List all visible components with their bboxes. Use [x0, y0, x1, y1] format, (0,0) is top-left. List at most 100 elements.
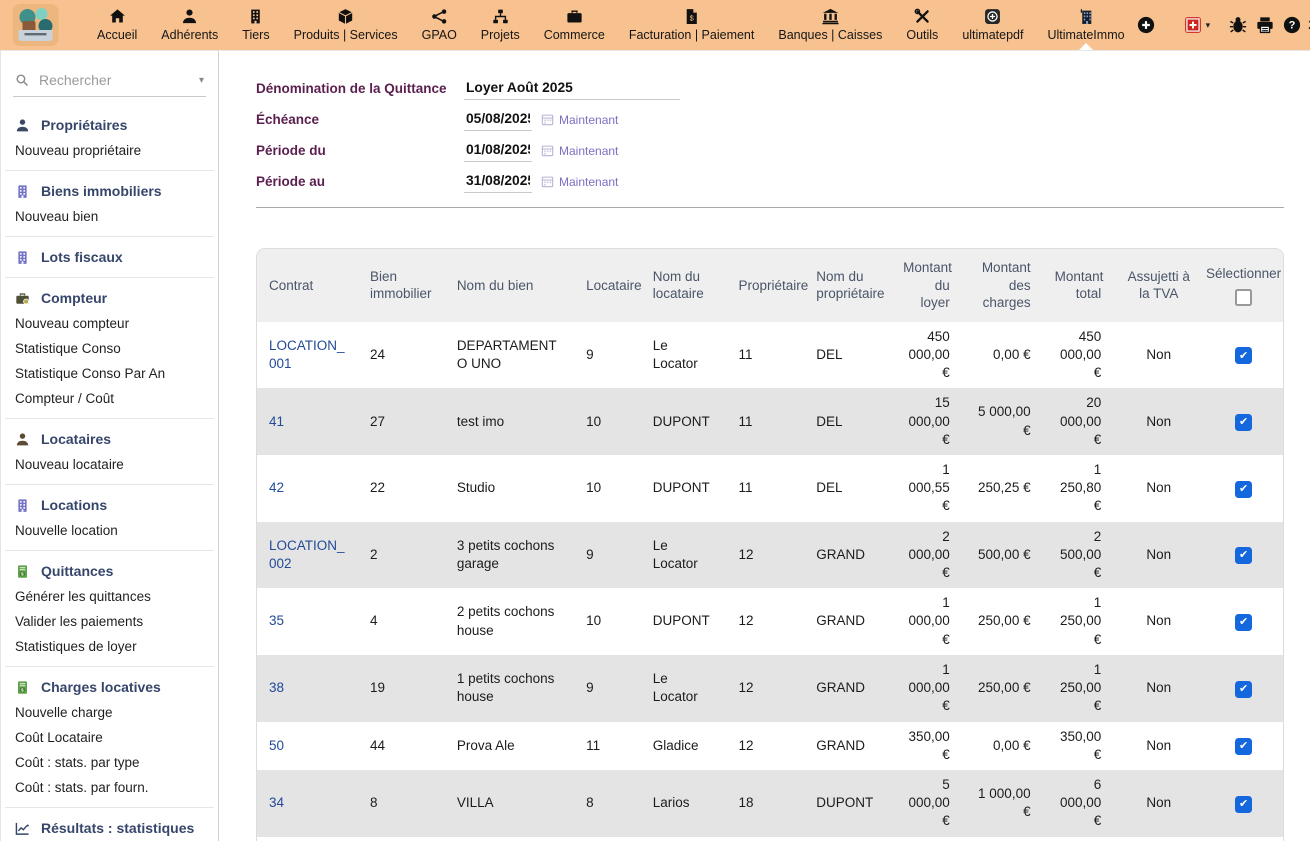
thirdparty-icon — [247, 8, 264, 25]
nav-item-gpao[interactable]: GPAO — [410, 0, 469, 50]
app-logo-icon[interactable] — [12, 4, 59, 46]
quick-add-icon[interactable] — [1184, 16, 1202, 34]
contract-link[interactable]: LOCATION_001 — [257, 322, 358, 389]
cell-montant-total: 2 500,00 € — [1043, 522, 1114, 589]
cell-montant-total: 1 250,80 € — [1043, 455, 1114, 522]
search-input[interactable] — [37, 71, 191, 89]
cell-nom-du-bien: DEPARTAMENTO UNO — [445, 322, 574, 389]
sidebar-item-coût-locataire[interactable]: Coût Locataire — [1, 720, 218, 745]
sidebar-section-résultats-statistiques[interactable]: Résultats : statistiques — [1, 808, 218, 836]
nav-item-ultimatepdf[interactable]: ultimatepdf — [950, 0, 1035, 50]
contract-link[interactable]: 35 — [257, 588, 358, 655]
contract-link[interactable]: 34 — [257, 770, 358, 837]
cell-nom-du-bien: Prova Ale — [445, 722, 574, 770]
nav-item-banques-caisses[interactable]: Banques | Caisses — [766, 0, 894, 50]
sidebar-item-nouvelle-location[interactable]: Nouvelle location — [1, 513, 218, 538]
plus-circle-icon[interactable] — [1137, 16, 1155, 34]
sidebar-item-générer-les-quittances[interactable]: Générer les quittances — [1, 579, 218, 604]
receipt-icon: $ — [15, 564, 30, 579]
cell-assujetti-à-la-tva: Non — [1113, 837, 1204, 841]
nav-item-label: UltimateImmo — [1047, 28, 1124, 42]
échéance-input[interactable] — [464, 109, 532, 131]
contract-link[interactable]: 41 — [257, 388, 358, 455]
now-link[interactable]: Maintenant — [541, 175, 618, 189]
row-select-checkbox[interactable]: ✔ — [1235, 347, 1252, 364]
cell-propriétaire: 18 — [727, 770, 805, 837]
row-select-checkbox[interactable]: ✔ — [1235, 614, 1252, 631]
sidebar-item-coût-stats-par-fourn[interactable]: Coût : stats. par fourn. — [1, 770, 218, 795]
nav-item-facturation-paiement[interactable]: $Facturation | Paiement — [617, 0, 767, 50]
période-du-input[interactable] — [464, 140, 532, 162]
sidebar-section-label: Biens immobiliers — [41, 183, 162, 199]
table-row: LOCATION_00223 petits cochons garage9Le … — [257, 522, 1283, 589]
meter-icon — [15, 291, 30, 306]
row-select-checkbox[interactable]: ✔ — [1235, 547, 1252, 564]
contract-link[interactable]: 42 — [257, 455, 358, 522]
sidebar-section-label: Lots fiscaux — [41, 249, 123, 265]
sidebar-item-nouveau-locataire[interactable]: Nouveau locataire — [1, 447, 218, 472]
sidebar: ▾ PropriétairesNouveau propriétaire Biens… — [0, 50, 219, 841]
now-link[interactable]: Maintenant — [541, 113, 618, 127]
sidebar-item-statistique-conso[interactable]: Statistique Conso — [1, 331, 218, 356]
help-icon[interactable]: ? — [1283, 16, 1301, 34]
nav-item-ultimateimmo[interactable]: UltimateImmo — [1035, 0, 1136, 50]
sidebar-section-locations[interactable]: Locations — [1, 485, 218, 513]
période-au-input[interactable] — [464, 171, 532, 193]
column-header-contrat: Contrat — [257, 249, 358, 322]
sidebar-item-nouveau-bien[interactable]: Nouveau bien — [1, 199, 218, 224]
print-icon[interactable] — [1256, 16, 1274, 34]
projects-icon — [492, 8, 509, 25]
cell-nom-du-propriétaire: GRAND — [804, 722, 891, 770]
cell-montant-du-loyer: 15 000,00 € — [891, 388, 962, 455]
row-select-checkbox[interactable]: ✔ — [1235, 414, 1252, 431]
search-dropdown-caret-icon[interactable]: ▾ — [199, 75, 204, 86]
sidebar-item-statistique-conso-par-an[interactable]: Statistique Conso Par An — [1, 356, 218, 381]
row-select-checkbox[interactable]: ✔ — [1235, 481, 1252, 498]
nav-item-produits-services[interactable]: Produits | Services — [282, 0, 410, 50]
form-label: Période au — [256, 174, 464, 189]
cell-montant-des-charges: 0,00 € — [962, 837, 1043, 841]
sidebar-section-compteur[interactable]: Compteur — [1, 278, 218, 306]
contract-link[interactable]: LOCATION_002 — [257, 522, 358, 589]
sidebar-item-coût-stats-par-type[interactable]: Coût : stats. par type — [1, 745, 218, 770]
row-select-checkbox[interactable]: ✔ — [1235, 681, 1252, 698]
sidebar-item-nouveau-propriétaire[interactable]: Nouveau propriétaire — [1, 133, 218, 158]
now-link-label: Maintenant — [559, 113, 618, 127]
sidebar-section-biens-immobiliers[interactable]: Biens immobiliers — [1, 171, 218, 199]
row-select-checkbox[interactable]: ✔ — [1235, 738, 1252, 755]
cell-nom-du-locataire: Le Locator — [641, 655, 727, 722]
nav-item-accueil[interactable]: Accueil — [85, 0, 149, 50]
sidebar-section-quittances[interactable]: $Quittances — [1, 551, 218, 579]
sidebar-section-locataires[interactable]: Locataires — [1, 419, 218, 447]
contract-link[interactable]: 50 — [257, 722, 358, 770]
contract-link[interactable]: 38 — [257, 655, 358, 722]
form-label: Dénomination de la Quittance — [256, 81, 464, 96]
sidebar-item-statistiques-de-loyer[interactable]: Statistiques de loyer — [1, 629, 218, 654]
select-all-checkbox[interactable] — [1235, 289, 1252, 306]
nav-item-commerce[interactable]: Commerce — [532, 0, 617, 50]
sidebar-search: ▾ — [13, 71, 206, 97]
sidebar-section-propriétaires[interactable]: Propriétaires — [1, 105, 218, 133]
main-content: Dénomination de la QuittanceÉchéanceMain… — [220, 50, 1310, 841]
table-row: 38191 petits cochons house9Le Locator12G… — [257, 655, 1283, 722]
dénomination-de-la-quittance-input[interactable] — [464, 78, 680, 100]
cell-montant-total: 1 250,00 € — [1043, 655, 1114, 722]
sidebar-item-nouveau-compteur[interactable]: Nouveau compteur — [1, 306, 218, 331]
contract-link[interactable]: 36 — [257, 837, 358, 841]
now-link[interactable]: Maintenant — [541, 144, 618, 158]
row-select-checkbox[interactable]: ✔ — [1235, 796, 1252, 813]
sidebar-section-lots-fiscaux[interactable]: Lots fiscaux — [1, 237, 218, 265]
chevron-down-icon[interactable]: ▾ — [1206, 20, 1211, 31]
column-header-label: Sélectionner — [1206, 265, 1281, 283]
sidebar-item-valider-les-paiements[interactable]: Valider les paiements — [1, 604, 218, 629]
bug-icon[interactable] — [1229, 16, 1247, 34]
sidebar-section-charges-locatives[interactable]: $Charges locatives — [1, 667, 218, 695]
nav-item-tiers[interactable]: Tiers — [230, 0, 281, 50]
cell-selectionner: ✔ — [1204, 588, 1283, 655]
nav-item-adhérents[interactable]: Adhérents — [149, 0, 230, 50]
column-header-propriétaire: Propriétaire — [727, 249, 805, 322]
sidebar-item-nouvelle-charge[interactable]: Nouvelle charge — [1, 695, 218, 720]
nav-item-outils[interactable]: Outils — [894, 0, 950, 50]
sidebar-item-compteur-coût[interactable]: Compteur / Coût — [1, 381, 218, 406]
nav-item-projets[interactable]: Projets — [469, 0, 532, 50]
